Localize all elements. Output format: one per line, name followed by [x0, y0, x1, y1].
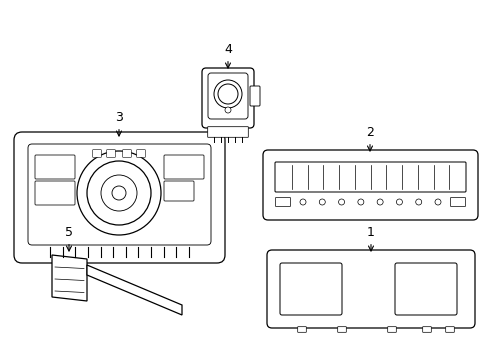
FancyBboxPatch shape	[164, 155, 204, 179]
FancyBboxPatch shape	[267, 250, 475, 328]
FancyBboxPatch shape	[14, 132, 225, 263]
FancyBboxPatch shape	[395, 263, 457, 315]
Text: 1: 1	[367, 226, 375, 251]
Text: 5: 5	[65, 226, 73, 251]
FancyBboxPatch shape	[450, 198, 465, 207]
FancyBboxPatch shape	[275, 162, 466, 192]
Circle shape	[339, 199, 344, 205]
Text: 2: 2	[366, 126, 374, 151]
FancyBboxPatch shape	[35, 155, 75, 179]
Circle shape	[225, 107, 231, 113]
FancyBboxPatch shape	[280, 263, 342, 315]
FancyBboxPatch shape	[446, 327, 454, 332]
Circle shape	[377, 199, 383, 205]
FancyBboxPatch shape	[208, 127, 248, 137]
FancyBboxPatch shape	[298, 327, 306, 332]
Text: 3: 3	[115, 111, 123, 136]
FancyBboxPatch shape	[338, 327, 346, 332]
FancyBboxPatch shape	[202, 68, 254, 128]
Circle shape	[214, 80, 242, 108]
Polygon shape	[52, 255, 87, 301]
FancyBboxPatch shape	[164, 181, 194, 201]
FancyBboxPatch shape	[208, 73, 248, 119]
Text: 4: 4	[224, 43, 232, 68]
FancyBboxPatch shape	[122, 150, 131, 157]
FancyBboxPatch shape	[28, 144, 211, 245]
Circle shape	[300, 199, 306, 205]
Circle shape	[416, 199, 422, 205]
Circle shape	[77, 151, 161, 235]
FancyBboxPatch shape	[107, 150, 115, 157]
FancyBboxPatch shape	[93, 150, 101, 157]
Circle shape	[396, 199, 402, 205]
Circle shape	[358, 199, 364, 205]
FancyBboxPatch shape	[250, 86, 260, 106]
Circle shape	[87, 161, 151, 225]
FancyBboxPatch shape	[388, 327, 396, 332]
Circle shape	[101, 175, 137, 211]
Circle shape	[435, 199, 441, 205]
FancyBboxPatch shape	[35, 181, 75, 205]
FancyBboxPatch shape	[263, 150, 478, 220]
FancyBboxPatch shape	[423, 327, 431, 332]
FancyBboxPatch shape	[275, 198, 291, 207]
Circle shape	[319, 199, 325, 205]
Circle shape	[112, 186, 126, 200]
FancyBboxPatch shape	[137, 150, 146, 157]
Polygon shape	[87, 265, 182, 315]
Circle shape	[218, 84, 238, 104]
